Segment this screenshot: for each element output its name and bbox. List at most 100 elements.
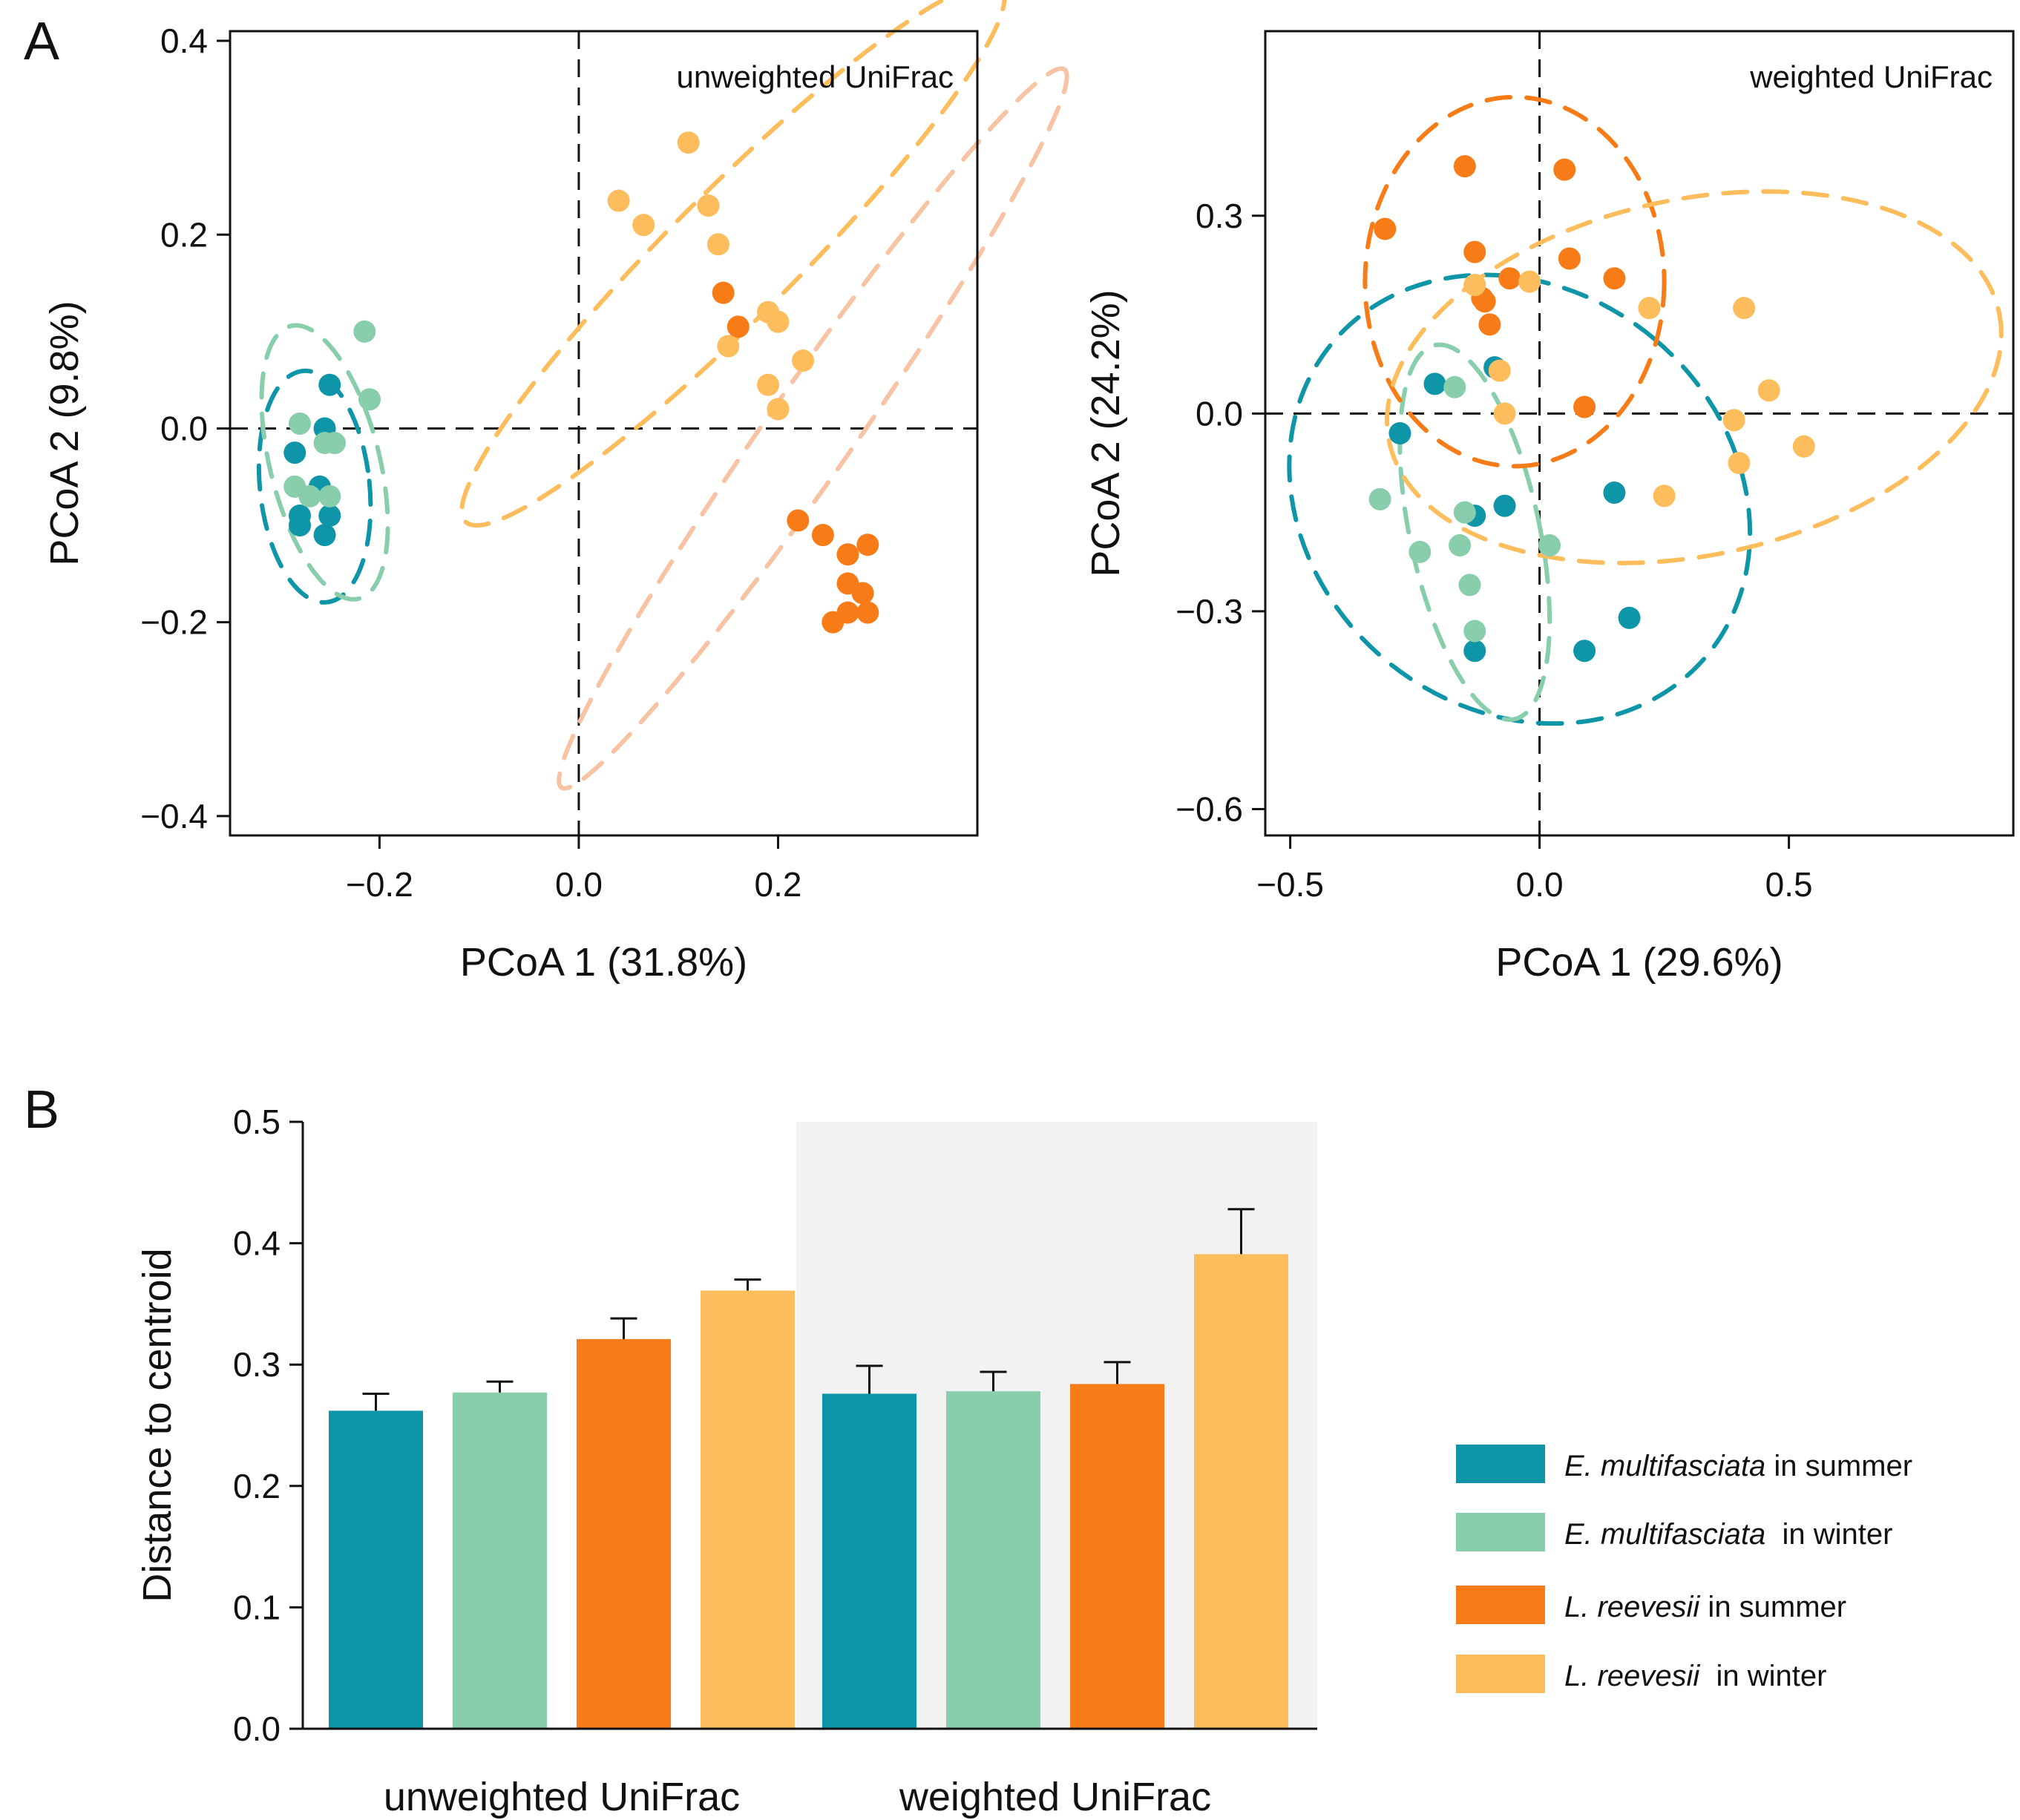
- legend-swatch: [1456, 1445, 1545, 1483]
- legend-season: in winter: [1699, 1660, 1826, 1692]
- panel-label-a: A: [24, 12, 59, 71]
- y-axis-label: PCoA 2 (24.2%): [1083, 289, 1128, 576]
- data-point: [1449, 534, 1472, 557]
- data-point: [787, 509, 810, 532]
- bar: [701, 1290, 795, 1729]
- x-tick-label: 0.2: [754, 865, 801, 904]
- data-point: [1733, 297, 1756, 320]
- legend-swatch: [1456, 1513, 1545, 1551]
- category-label: weighted UniFrac: [899, 1775, 1211, 1819]
- x-tick-label: 0.5: [1765, 865, 1813, 904]
- data-point: [1368, 487, 1391, 510]
- y-tick-label: −0.2: [140, 603, 208, 642]
- data-point: [822, 611, 845, 634]
- x-axis-label: PCoA 1 (29.6%): [1495, 940, 1783, 985]
- data-point: [353, 320, 376, 343]
- y-tick-label: 0.0: [1196, 394, 1243, 433]
- legend-swatch: [1456, 1655, 1545, 1693]
- data-point: [1573, 640, 1596, 663]
- data-point: [1493, 402, 1516, 425]
- data-point: [1458, 574, 1481, 597]
- data-point: [1573, 395, 1596, 418]
- pcoa-weighted-chart: 0.3 0.0 −0.3 −0.6 −0.5 0.0 0.5 PCoA 1 (29.6%) PC…: [1083, 30, 2015, 985]
- data-point: [1518, 270, 1541, 293]
- data-point: [1498, 267, 1521, 290]
- data-point: [1453, 501, 1476, 524]
- legend-species: E. multifasciata: [1564, 1518, 1765, 1551]
- data-point: [1618, 606, 1641, 629]
- data-point: [1538, 534, 1561, 557]
- y-tick-label: 0.5: [233, 1103, 281, 1141]
- data-point: [1453, 155, 1476, 178]
- legend-label: E. multifasciata in summer: [1564, 1450, 1912, 1482]
- data-point: [632, 214, 655, 237]
- data-point: [1409, 540, 1432, 563]
- data-point: [1792, 435, 1815, 458]
- legend-season: in summer: [1699, 1591, 1846, 1623]
- data-point: [767, 398, 790, 421]
- data-point: [792, 349, 815, 372]
- bar: [822, 1393, 916, 1729]
- data-point: [677, 131, 700, 154]
- y-tick-label: −0.3: [1175, 592, 1243, 631]
- data-point: [1728, 451, 1751, 474]
- data-point: [288, 412, 311, 435]
- data-point: [1423, 372, 1446, 395]
- data-point: [697, 194, 720, 217]
- data-point: [856, 601, 879, 624]
- y-tick-label: −0.4: [140, 797, 208, 835]
- data-point: [717, 335, 740, 358]
- y-tick-label: 0.0: [233, 1709, 281, 1748]
- bar: [1070, 1384, 1164, 1729]
- bar: [329, 1410, 423, 1729]
- data-point: [811, 524, 834, 547]
- confidence-ellipse: [1397, 342, 1552, 722]
- data-point: [1603, 481, 1626, 504]
- legend-season: in summer: [1765, 1450, 1912, 1482]
- x-tick-label: −0.2: [346, 865, 413, 904]
- data-point: [283, 441, 306, 464]
- data-point: [706, 233, 729, 256]
- data-point: [1443, 375, 1466, 398]
- data-point: [318, 484, 341, 507]
- confidence-ellipse: [459, 0, 1007, 528]
- data-point: [856, 533, 879, 556]
- bar: [577, 1338, 671, 1729]
- y-axis-label: Distance to centroid: [135, 1248, 180, 1602]
- legend-label: L. reevesii in winter: [1564, 1660, 1826, 1692]
- plot-frame: [229, 30, 979, 837]
- y-tick-label: 0.3: [1196, 197, 1243, 235]
- data-point: [1463, 620, 1486, 643]
- data-point: [1478, 313, 1501, 336]
- chart-title: weighted UniFrac: [1749, 59, 1993, 94]
- data-point: [757, 373, 780, 396]
- data-point: [1653, 484, 1676, 507]
- y-tick-label: 0.3: [233, 1345, 281, 1384]
- data-point: [1463, 240, 1486, 263]
- y-tick-label: 0.4: [160, 22, 208, 60]
- x-tick-label: 0.0: [555, 865, 603, 904]
- data-point: [1463, 274, 1486, 297]
- y-axis-label: PCoA 2 (9.8%): [42, 300, 87, 565]
- data-point: [313, 432, 336, 455]
- legend-season: in winter: [1765, 1518, 1892, 1551]
- bar: [453, 1392, 547, 1729]
- confidence-ellipse: [1287, 272, 1753, 726]
- legend-label: L. reevesii in summer: [1564, 1591, 1846, 1623]
- data-point: [727, 315, 750, 338]
- bar: [1194, 1254, 1288, 1729]
- data-point: [1473, 290, 1496, 313]
- legend-label: E. multifasciata in winter: [1564, 1518, 1892, 1551]
- data-point: [283, 475, 306, 498]
- data-point: [288, 514, 311, 537]
- confidence-ellipse: [256, 368, 373, 605]
- category-label: unweighted UniFrac: [384, 1775, 740, 1819]
- data-point: [313, 524, 336, 547]
- data-point: [1493, 494, 1516, 517]
- data-point: [1374, 217, 1397, 240]
- chart-title: unweighted UniFrac: [676, 59, 954, 94]
- y-tick-label: 0.1: [233, 1588, 281, 1626]
- legend-species: E. multifasciata: [1564, 1450, 1765, 1482]
